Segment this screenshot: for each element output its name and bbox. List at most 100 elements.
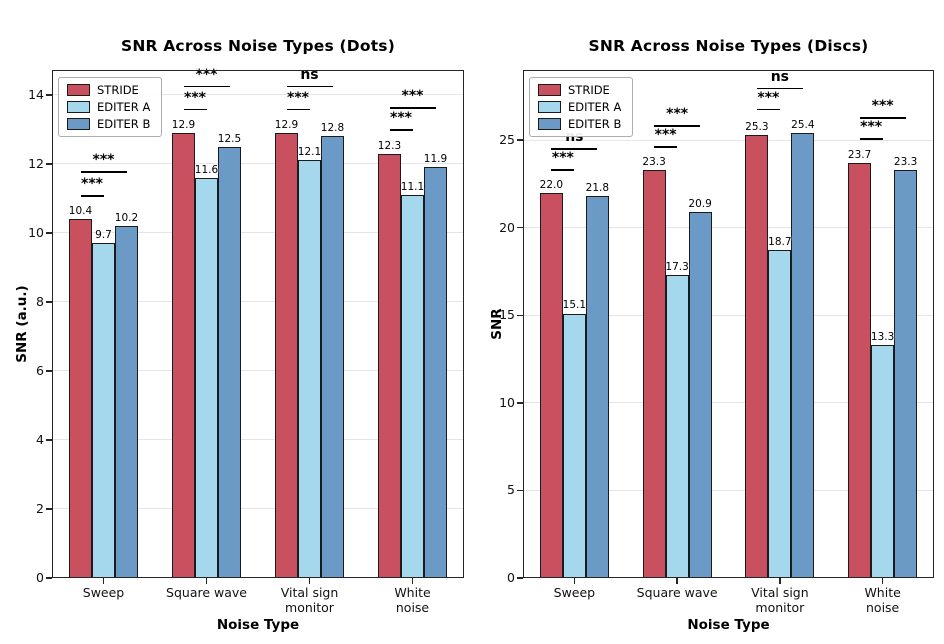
bar-value-label: 12.3	[377, 139, 402, 152]
gridline	[52, 232, 464, 234]
legend-swatch-editer-a	[538, 101, 561, 113]
bar-value-label: 11.6	[194, 163, 219, 176]
bar-value-label: 12.5	[217, 132, 242, 145]
bar-value-label: 9.7	[95, 229, 112, 242]
legend-item-stride: STRIDE	[538, 84, 621, 96]
sig-label: ***	[92, 151, 115, 168]
y-tick	[46, 508, 52, 510]
bar-value-label: 10.4	[68, 205, 93, 218]
y-tick	[46, 301, 52, 303]
y-tick-label: 14	[28, 86, 44, 102]
bar-value-label: 20.9	[688, 197, 712, 210]
y-tick-label: 12	[28, 155, 44, 171]
legend-dots: STRIDE EDITER A EDITER B	[58, 77, 163, 137]
y-tick	[517, 139, 523, 141]
y-tick	[46, 163, 52, 165]
y-tick-label: 5	[507, 482, 515, 498]
bar-editer-a	[665, 274, 689, 578]
bar-editer-a	[298, 160, 321, 578]
legend-discs: STRIDE EDITER A EDITER B	[529, 77, 634, 137]
x-tick-label: Vital sign monitor	[280, 585, 339, 615]
bar-value-label: 15.1	[562, 299, 587, 312]
sig-bracket-line	[654, 146, 678, 148]
bar-stride	[275, 132, 298, 578]
legend-label-editer-a: EDITER A	[568, 100, 622, 114]
x-tick	[676, 578, 678, 584]
x-axis-label-discs: Noise Type	[687, 617, 770, 633]
sig-label: ns	[300, 66, 319, 83]
chart-title-dots: SNR Across Noise Types (Dots)	[120, 37, 396, 55]
bar-editer-b	[585, 196, 609, 578]
gridline	[52, 94, 464, 96]
sig-label: ***	[195, 66, 218, 83]
gridline	[523, 314, 934, 316]
bar-editer-a	[92, 243, 115, 578]
bar-stride	[378, 153, 401, 578]
x-tick	[779, 578, 781, 584]
y-tick-label: 0	[36, 570, 44, 585]
y-tick-label: 2	[36, 500, 44, 516]
x-tick	[411, 578, 414, 584]
sig-bracket-line	[80, 170, 127, 173]
legend-label-editer-b: EDITER B	[568, 117, 622, 131]
legend-item-editer-b: EDITER B	[67, 118, 150, 130]
legend-swatch-editer-b	[538, 118, 561, 130]
y-tick-label: 0	[507, 570, 515, 585]
bar-stride	[848, 162, 872, 578]
y-tick	[517, 402, 523, 404]
legend-item-editer-a: EDITER A	[538, 101, 621, 113]
legend-swatch-editer-a	[67, 101, 90, 113]
y-tick-label: 6	[36, 362, 44, 378]
y-tick	[517, 314, 523, 316]
bar-editer-a	[871, 345, 895, 578]
bar-editer-a	[195, 177, 218, 578]
bar-editer-b	[218, 146, 241, 578]
bar-value-label: 13.3	[870, 331, 895, 344]
legend-label-editer-b: EDITER B	[97, 117, 151, 131]
bar-stride	[172, 132, 195, 578]
x-tick	[205, 578, 208, 584]
legend-item-stride: STRIDE	[67, 84, 150, 96]
gridline	[52, 508, 464, 510]
gridline	[52, 370, 464, 372]
bar-stride	[745, 134, 769, 578]
x-tick-label: Square wave	[636, 585, 718, 600]
y-tick-label: 10	[28, 224, 44, 240]
sig-bracket-line	[859, 117, 906, 120]
bar-value-label: 25.4	[791, 119, 815, 132]
gridline	[523, 227, 934, 229]
sig-label: ***	[871, 98, 894, 115]
bar-value-label: 22.0	[539, 178, 564, 191]
y-tick	[517, 577, 523, 579]
x-tick-label: White noise	[394, 585, 431, 615]
bar-value-label: 12.9	[274, 118, 299, 131]
plot-area-dots: STRIDE EDITER A EDITER B 0 2 4 6 8 10 12 14 10.4…	[28, 66, 464, 615]
bar-editer-b	[115, 226, 138, 578]
y-tick	[46, 577, 52, 579]
sig-bracket-line	[756, 108, 780, 111]
sig-label: ***	[757, 89, 780, 106]
bar-editer-a	[768, 250, 792, 578]
bar-value-label: 11.1	[400, 180, 425, 193]
bar-value-label: 23.3	[893, 155, 918, 168]
bar-value-label: 17.3	[665, 260, 689, 273]
sig-bracket-line	[654, 125, 701, 127]
legend-swatch-stride	[67, 84, 90, 96]
sig-label: ***	[654, 127, 677, 144]
bar-editer-a	[562, 313, 586, 578]
y-tick	[46, 439, 52, 441]
bar-value-label: 23.3	[642, 155, 666, 168]
chart-title-discs: SNR Across Noise Types (Discs)	[588, 37, 869, 55]
y-tick-label: 10	[499, 394, 515, 410]
gridline	[52, 439, 464, 441]
x-tick-label: White noise	[864, 585, 901, 615]
bar-value-label: 21.8	[585, 182, 610, 195]
gridline	[52, 301, 464, 303]
gridline	[523, 489, 934, 491]
y-tick	[517, 489, 523, 492]
x-tick	[573, 578, 576, 584]
bar-editer-b	[424, 167, 447, 578]
legend-label-stride: STRIDE	[97, 83, 139, 97]
bar-editer-b	[894, 169, 918, 578]
